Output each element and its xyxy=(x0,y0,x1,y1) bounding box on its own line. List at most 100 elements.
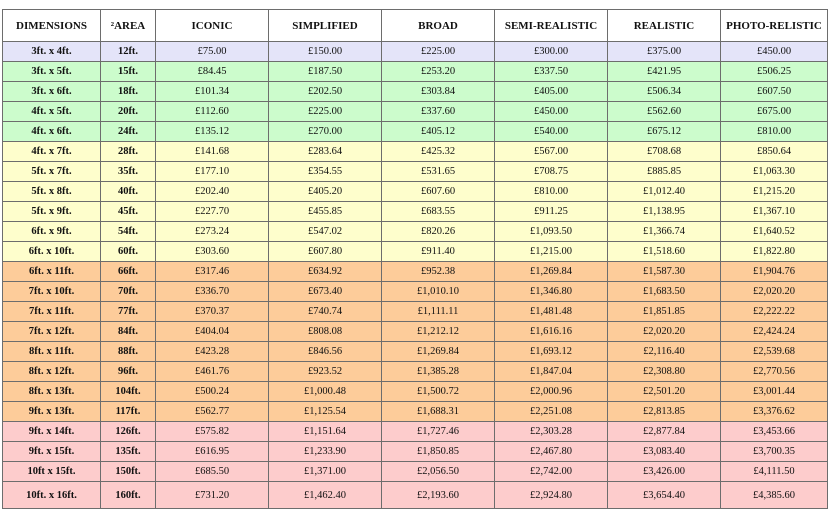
cell-semi-realistic: £2,742.00 xyxy=(494,461,608,482)
header-realistic: REALISTIC xyxy=(607,9,721,42)
table-row: 8ft. x 13ft. 104ft. £500.24 £1,000.48 £1,500… xyxy=(2,381,828,402)
cell-broad: £911.40 xyxy=(381,241,495,262)
cell-broad: £1,269.84 xyxy=(381,341,495,362)
cell-photo-realistic: £3,001.44 xyxy=(720,381,828,402)
cell-photo-realistic: £675.00 xyxy=(720,101,828,122)
cell-semi-realistic: £911.25 xyxy=(494,201,608,222)
cell-area: 18ft. xyxy=(100,81,156,102)
table-row: 9ft. x 15ft. 135ft. £616.95 £1,233.90 £1,850… xyxy=(2,441,828,462)
cell-simplified: £354.55 xyxy=(268,161,382,182)
cell-iconic: £141.68 xyxy=(155,141,269,162)
cell-iconic: £75.00 xyxy=(155,41,269,62)
cell-photo-realistic: £2,222.22 xyxy=(720,301,828,322)
cell-iconic: £731.20 xyxy=(155,481,269,509)
cell-dimensions: 4ft. x 7ft. xyxy=(2,141,101,162)
cell-area: 70ft. xyxy=(100,281,156,302)
cell-broad: £683.55 xyxy=(381,201,495,222)
header-broad: BROAD xyxy=(381,9,495,42)
cell-photo-realistic: £4,111.50 xyxy=(720,461,828,482)
cell-dimensions: 3ft. x 4ft. xyxy=(2,41,101,62)
table-row: 6ft. x 11ft. 66ft. £317.46 £634.92 £952.38 £1… xyxy=(2,261,828,282)
cell-photo-realistic: £1,640.52 xyxy=(720,221,828,242)
header-simplified: SIMPLIFIED xyxy=(268,9,382,42)
header-photo-realistic: PHOTO-RELISTIC xyxy=(720,9,828,42)
cell-area: 126ft. xyxy=(100,421,156,442)
cell-simplified: £202.50 xyxy=(268,81,382,102)
cell-realistic: £3,654.40 xyxy=(607,481,721,509)
cell-photo-realistic: £2,539.68 xyxy=(720,341,828,362)
cell-semi-realistic: £2,000.96 xyxy=(494,381,608,402)
cell-area: 15ft. xyxy=(100,61,156,82)
cell-realistic: £1,587.30 xyxy=(607,261,721,282)
cell-area: 40ft. xyxy=(100,181,156,202)
cell-broad: £303.84 xyxy=(381,81,495,102)
cell-broad: £2,193.60 xyxy=(381,481,495,509)
cell-iconic: £227.70 xyxy=(155,201,269,222)
cell-area: 104ft. xyxy=(100,381,156,402)
cell-semi-realistic: £2,924.80 xyxy=(494,481,608,509)
header-semi-realistic: SEMI-REALISTIC xyxy=(494,9,608,42)
table-row: 3ft. x 4ft. 12ft. £75.00 £150.00 £225.00 £300… xyxy=(2,41,828,62)
cell-simplified: £634.92 xyxy=(268,261,382,282)
cell-iconic: £84.45 xyxy=(155,61,269,82)
cell-semi-realistic: £2,303.28 xyxy=(494,421,608,442)
cell-simplified: £405.20 xyxy=(268,181,382,202)
cell-area: 54ft. xyxy=(100,221,156,242)
cell-dimensions: 7ft. x 11ft. xyxy=(2,301,101,322)
cell-realistic: £2,877.84 xyxy=(607,421,721,442)
table-row: 10ft. x 16ft. 160ft. £731.20 £1,462.40 £2,19… xyxy=(2,481,828,509)
cell-realistic: £2,020.20 xyxy=(607,321,721,342)
cell-dimensions: 6ft. x 9ft. xyxy=(2,221,101,242)
cell-iconic: £616.95 xyxy=(155,441,269,462)
cell-dimensions: 6ft. x 10ft. xyxy=(2,241,101,262)
cell-iconic: £101.34 xyxy=(155,81,269,102)
cell-simplified: £150.00 xyxy=(268,41,382,62)
table-row: 4ft. x 5ft. 20ft. £112.60 £225.00 £337.60 £45… xyxy=(2,101,828,122)
cell-area: 160ft. xyxy=(100,481,156,509)
cell-iconic: £562.77 xyxy=(155,401,269,422)
cell-area: 96ft. xyxy=(100,361,156,382)
cell-semi-realistic: £300.00 xyxy=(494,41,608,62)
cell-area: 150ft. xyxy=(100,461,156,482)
cell-iconic: £135.12 xyxy=(155,121,269,142)
cell-simplified: £846.56 xyxy=(268,341,382,362)
cell-iconic: £500.24 xyxy=(155,381,269,402)
table-row: 3ft. x 5ft. 15ft. £84.45 £187.50 £253.20 £337… xyxy=(2,61,828,82)
cell-iconic: £461.76 xyxy=(155,361,269,382)
cell-iconic: £423.28 xyxy=(155,341,269,362)
cell-dimensions: 7ft. x 12ft. xyxy=(2,321,101,342)
table-row: 6ft. x 10ft. 60ft. £303.60 £607.80 £911.40 £1… xyxy=(2,241,828,262)
cell-simplified: £808.08 xyxy=(268,321,382,342)
cell-semi-realistic: £1,215.00 xyxy=(494,241,608,262)
cell-broad: £820.26 xyxy=(381,221,495,242)
cell-iconic: £273.24 xyxy=(155,221,269,242)
cell-simplified: £187.50 xyxy=(268,61,382,82)
cell-iconic: £303.60 xyxy=(155,241,269,262)
cell-area: 24ft. xyxy=(100,121,156,142)
header-row: DIMENSIONS ²AREA ICONIC SIMPLIFIED BROAD… xyxy=(2,9,828,42)
cell-semi-realistic: £810.00 xyxy=(494,181,608,202)
table-row: 4ft. x 6ft. 24ft. £135.12 £270.00 £405.12 £54… xyxy=(2,121,828,142)
cell-photo-realistic: £2,770.56 xyxy=(720,361,828,382)
cell-area: 84ft. xyxy=(100,321,156,342)
cell-realistic: £1,138.95 xyxy=(607,201,721,222)
cell-realistic: £1,518.60 xyxy=(607,241,721,262)
table-row: 8ft. x 12ft. 96ft. £461.76 £923.52 £1,385.28… xyxy=(2,361,828,382)
cell-iconic: £404.04 xyxy=(155,321,269,342)
cell-simplified: £1,462.40 xyxy=(268,481,382,509)
cell-simplified: £923.52 xyxy=(268,361,382,382)
table-row: 5ft. x 8ft. 40ft. £202.40 £405.20 £607.60 £81… xyxy=(2,181,828,202)
table-row: 5ft. x 7ft. 35ft. £177.10 £354.55 £531.65 £70… xyxy=(2,161,828,182)
cell-iconic: £336.70 xyxy=(155,281,269,302)
cell-broad: £425.32 xyxy=(381,141,495,162)
cell-realistic: £421.95 xyxy=(607,61,721,82)
cell-simplified: £270.00 xyxy=(268,121,382,142)
cell-photo-realistic: £810.00 xyxy=(720,121,828,142)
cell-dimensions: 9ft. x 15ft. xyxy=(2,441,101,462)
cell-dimensions: 8ft. x 12ft. xyxy=(2,361,101,382)
cell-dimensions: 8ft. x 11ft. xyxy=(2,341,101,362)
cell-simplified: £1,151.64 xyxy=(268,421,382,442)
cell-area: 135ft. xyxy=(100,441,156,462)
cell-iconic: £202.40 xyxy=(155,181,269,202)
cell-broad: £1,727.46 xyxy=(381,421,495,442)
